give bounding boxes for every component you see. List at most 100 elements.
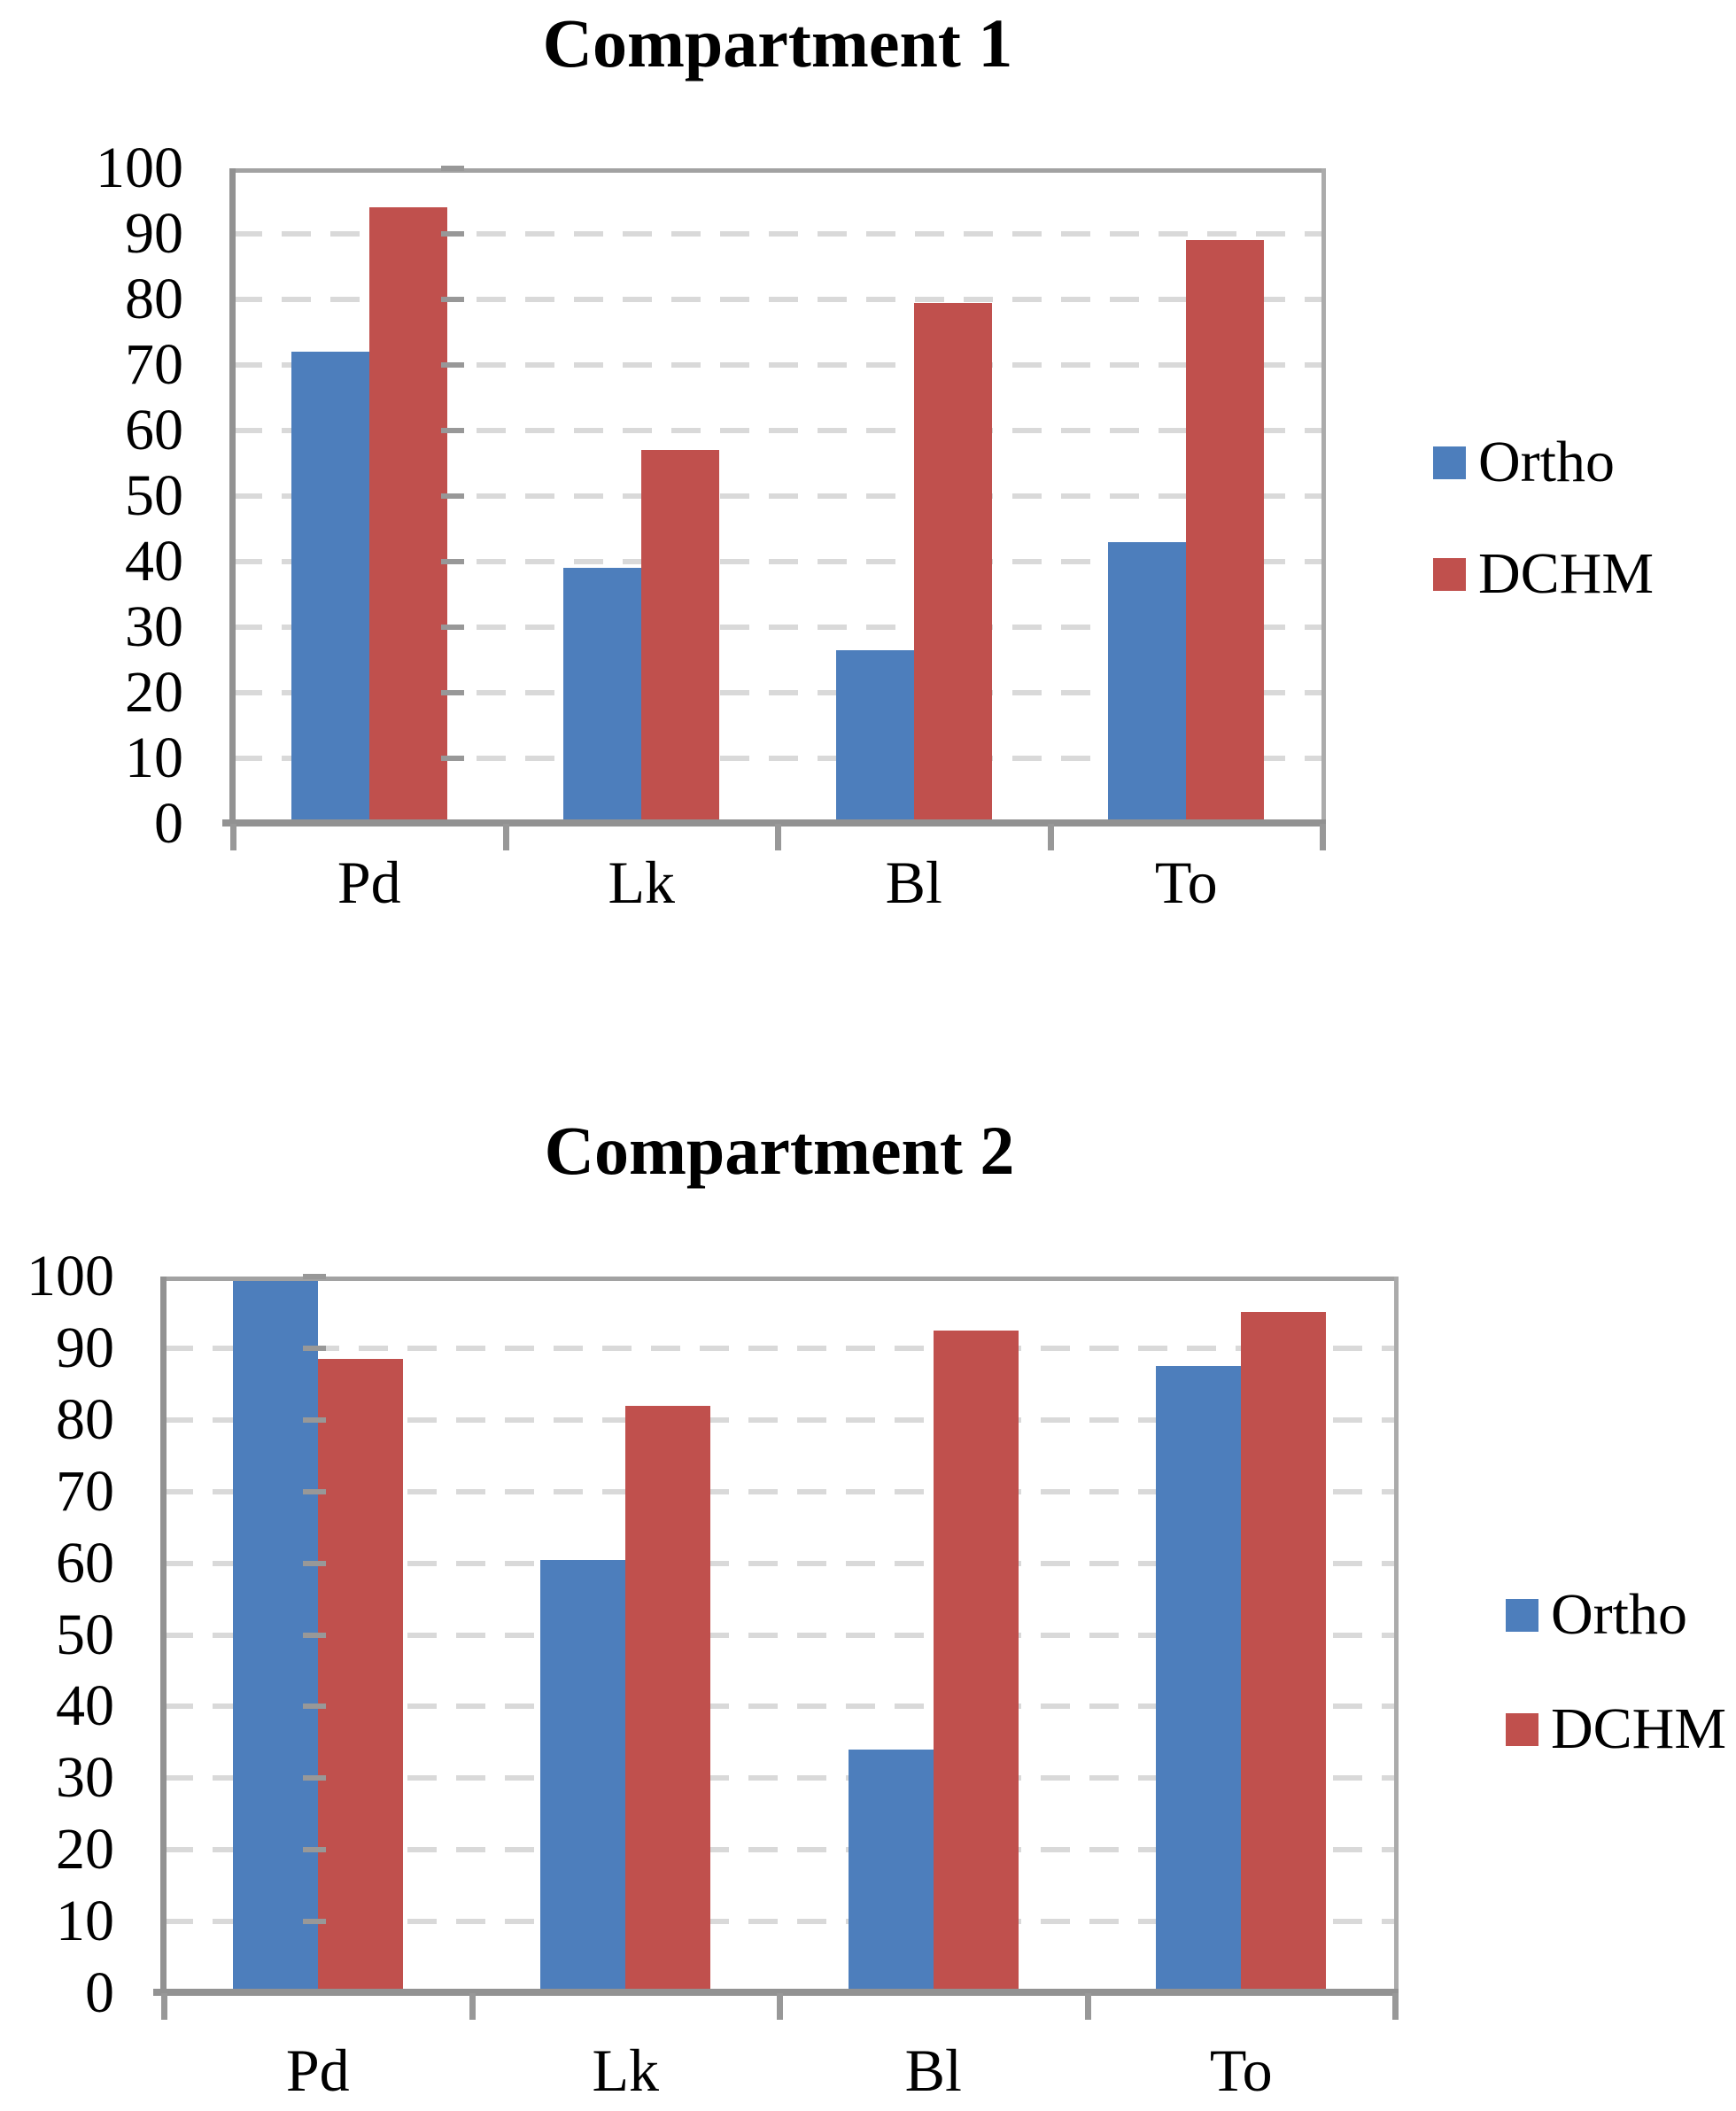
y-tick-label-0: 0 <box>85 1960 114 2025</box>
x-tick-2 <box>777 1993 783 2020</box>
legend-entry-ortho: Ortho <box>1506 1584 1687 1646</box>
bar-ortho-bl <box>848 1749 934 1993</box>
legend-entry-ortho: Ortho <box>1433 431 1615 493</box>
x-category-label-to: To <box>1209 2037 1273 2104</box>
y-tick-label-60: 60 <box>125 398 183 462</box>
y-tick-label-60: 60 <box>56 1530 114 1595</box>
y-tick-label-40: 40 <box>125 529 183 594</box>
y-tick-label-90: 90 <box>56 1315 114 1380</box>
y-tick-label-50: 50 <box>56 1602 114 1667</box>
y-tick-20 <box>441 690 464 695</box>
bar-ortho-bl <box>835 649 914 824</box>
x-tick-3 <box>1084 1993 1091 2020</box>
x-tick-0 <box>230 824 236 850</box>
bar-dchm-pd <box>368 207 447 824</box>
legend-label-dchm: DCHM <box>1551 1696 1727 1761</box>
y-tick-label-50: 50 <box>125 463 183 528</box>
x-category-label-to: To <box>1154 849 1218 916</box>
gridline-y-90 <box>164 1345 1395 1351</box>
x-category-label-pd: Pd <box>337 849 401 916</box>
y-tick-label-70: 70 <box>125 332 183 397</box>
y-axis-line <box>229 168 236 824</box>
gridline-y-40 <box>164 1704 1395 1710</box>
y-tick-label-70: 70 <box>56 1458 114 1524</box>
x-tick-1 <box>469 1993 476 2020</box>
gridline-y-30 <box>233 625 1322 630</box>
gridline-y-90 <box>233 231 1322 237</box>
gridline-y-60 <box>233 428 1322 433</box>
gridline-y-80 <box>233 297 1322 302</box>
gridline-y-70 <box>233 362 1322 368</box>
legend-label-dchm: DCHM <box>1478 541 1655 606</box>
y-tick-40 <box>441 559 464 564</box>
y-tick-80 <box>303 1416 326 1423</box>
bar-dchm-bl <box>913 302 992 824</box>
x-tick-1 <box>502 824 509 850</box>
x-category-label-pd: Pd <box>285 2037 350 2104</box>
x-category-label-lk: Lk <box>608 849 676 916</box>
plot-border-top <box>164 1277 1399 1281</box>
legend-entry-dchm: DCHM <box>1506 1698 1726 1760</box>
gridline-y-70 <box>164 1488 1395 1494</box>
y-tick-label-100: 100 <box>27 1244 114 1308</box>
y-tick-80 <box>441 297 464 302</box>
x-axis-line <box>153 1989 1399 1996</box>
x-axis-line <box>222 819 1326 827</box>
bar-dchm-to <box>1186 240 1265 824</box>
plot-area-compartment-2 <box>153 1274 1399 2020</box>
y-tick-10 <box>441 756 464 761</box>
gridline-y-30 <box>164 1775 1395 1781</box>
legend-label-ortho: Ortho <box>1551 1582 1687 1647</box>
y-tick-60 <box>303 1560 326 1566</box>
legend-entry-dchm: DCHM <box>1433 543 1654 605</box>
gridline-y-80 <box>164 1416 1395 1423</box>
y-tick-30 <box>441 625 464 630</box>
y-tick-90 <box>303 1345 326 1351</box>
bar-dchm-bl <box>933 1330 1019 1993</box>
bar-ortho-lk <box>563 568 642 824</box>
bar-dchm-lk <box>641 450 720 824</box>
y-tick-label-80: 80 <box>56 1386 114 1452</box>
y-tick-50 <box>303 1632 326 1638</box>
gridline-y-50 <box>164 1632 1395 1638</box>
gridline-y-10 <box>164 1919 1395 1925</box>
gridline-y-40 <box>233 559 1322 564</box>
gridline-y-50 <box>233 493 1322 499</box>
chart-title-compartment-1: Compartment 1 <box>542 4 1013 81</box>
bar-dchm-pd <box>317 1359 403 1993</box>
y-tick-label-10: 10 <box>125 726 183 790</box>
y-tick-label-40: 40 <box>56 1673 114 1739</box>
gridline-y-20 <box>233 690 1322 695</box>
x-tick-3 <box>1047 824 1054 850</box>
y-tick-label-100: 100 <box>96 136 183 200</box>
plot-border-right <box>1321 168 1326 824</box>
x-tick-2 <box>775 824 781 850</box>
bar-ortho-to <box>1156 1366 1242 1993</box>
plot-border-right <box>1394 1277 1399 1993</box>
y-axis-line <box>160 1277 167 1993</box>
bar-ortho-lk <box>540 1559 626 1993</box>
y-tick-100 <box>303 1274 326 1279</box>
x-tick-4 <box>1392 1993 1399 2020</box>
bar-ortho-to <box>1108 541 1187 824</box>
y-tick-30 <box>303 1775 326 1781</box>
x-category-label-bl: Bl <box>904 2037 962 2104</box>
y-tick-label-0: 0 <box>154 791 183 856</box>
y-tick-90 <box>441 231 464 237</box>
x-category-label-bl: Bl <box>885 849 942 916</box>
y-tick-label-20: 20 <box>56 1817 114 1882</box>
bar-dchm-lk <box>625 1405 711 1993</box>
ortho-series-swatch-icon <box>1433 446 1466 479</box>
y-tick-label-80: 80 <box>125 267 183 331</box>
bar-dchm-to <box>1241 1312 1327 1993</box>
x-tick-0 <box>161 1993 167 2020</box>
y-tick-70 <box>303 1488 326 1494</box>
y-tick-label-10: 10 <box>56 1889 114 1954</box>
y-tick-label-20: 20 <box>125 660 183 725</box>
y-tick-label-30: 30 <box>56 1745 114 1811</box>
x-category-label-lk: Lk <box>592 2037 660 2104</box>
gridline-y-60 <box>164 1560 1395 1566</box>
y-tick-20 <box>303 1847 326 1853</box>
dchm-series-swatch-icon <box>1433 557 1466 591</box>
gridline-y-20 <box>164 1847 1395 1853</box>
